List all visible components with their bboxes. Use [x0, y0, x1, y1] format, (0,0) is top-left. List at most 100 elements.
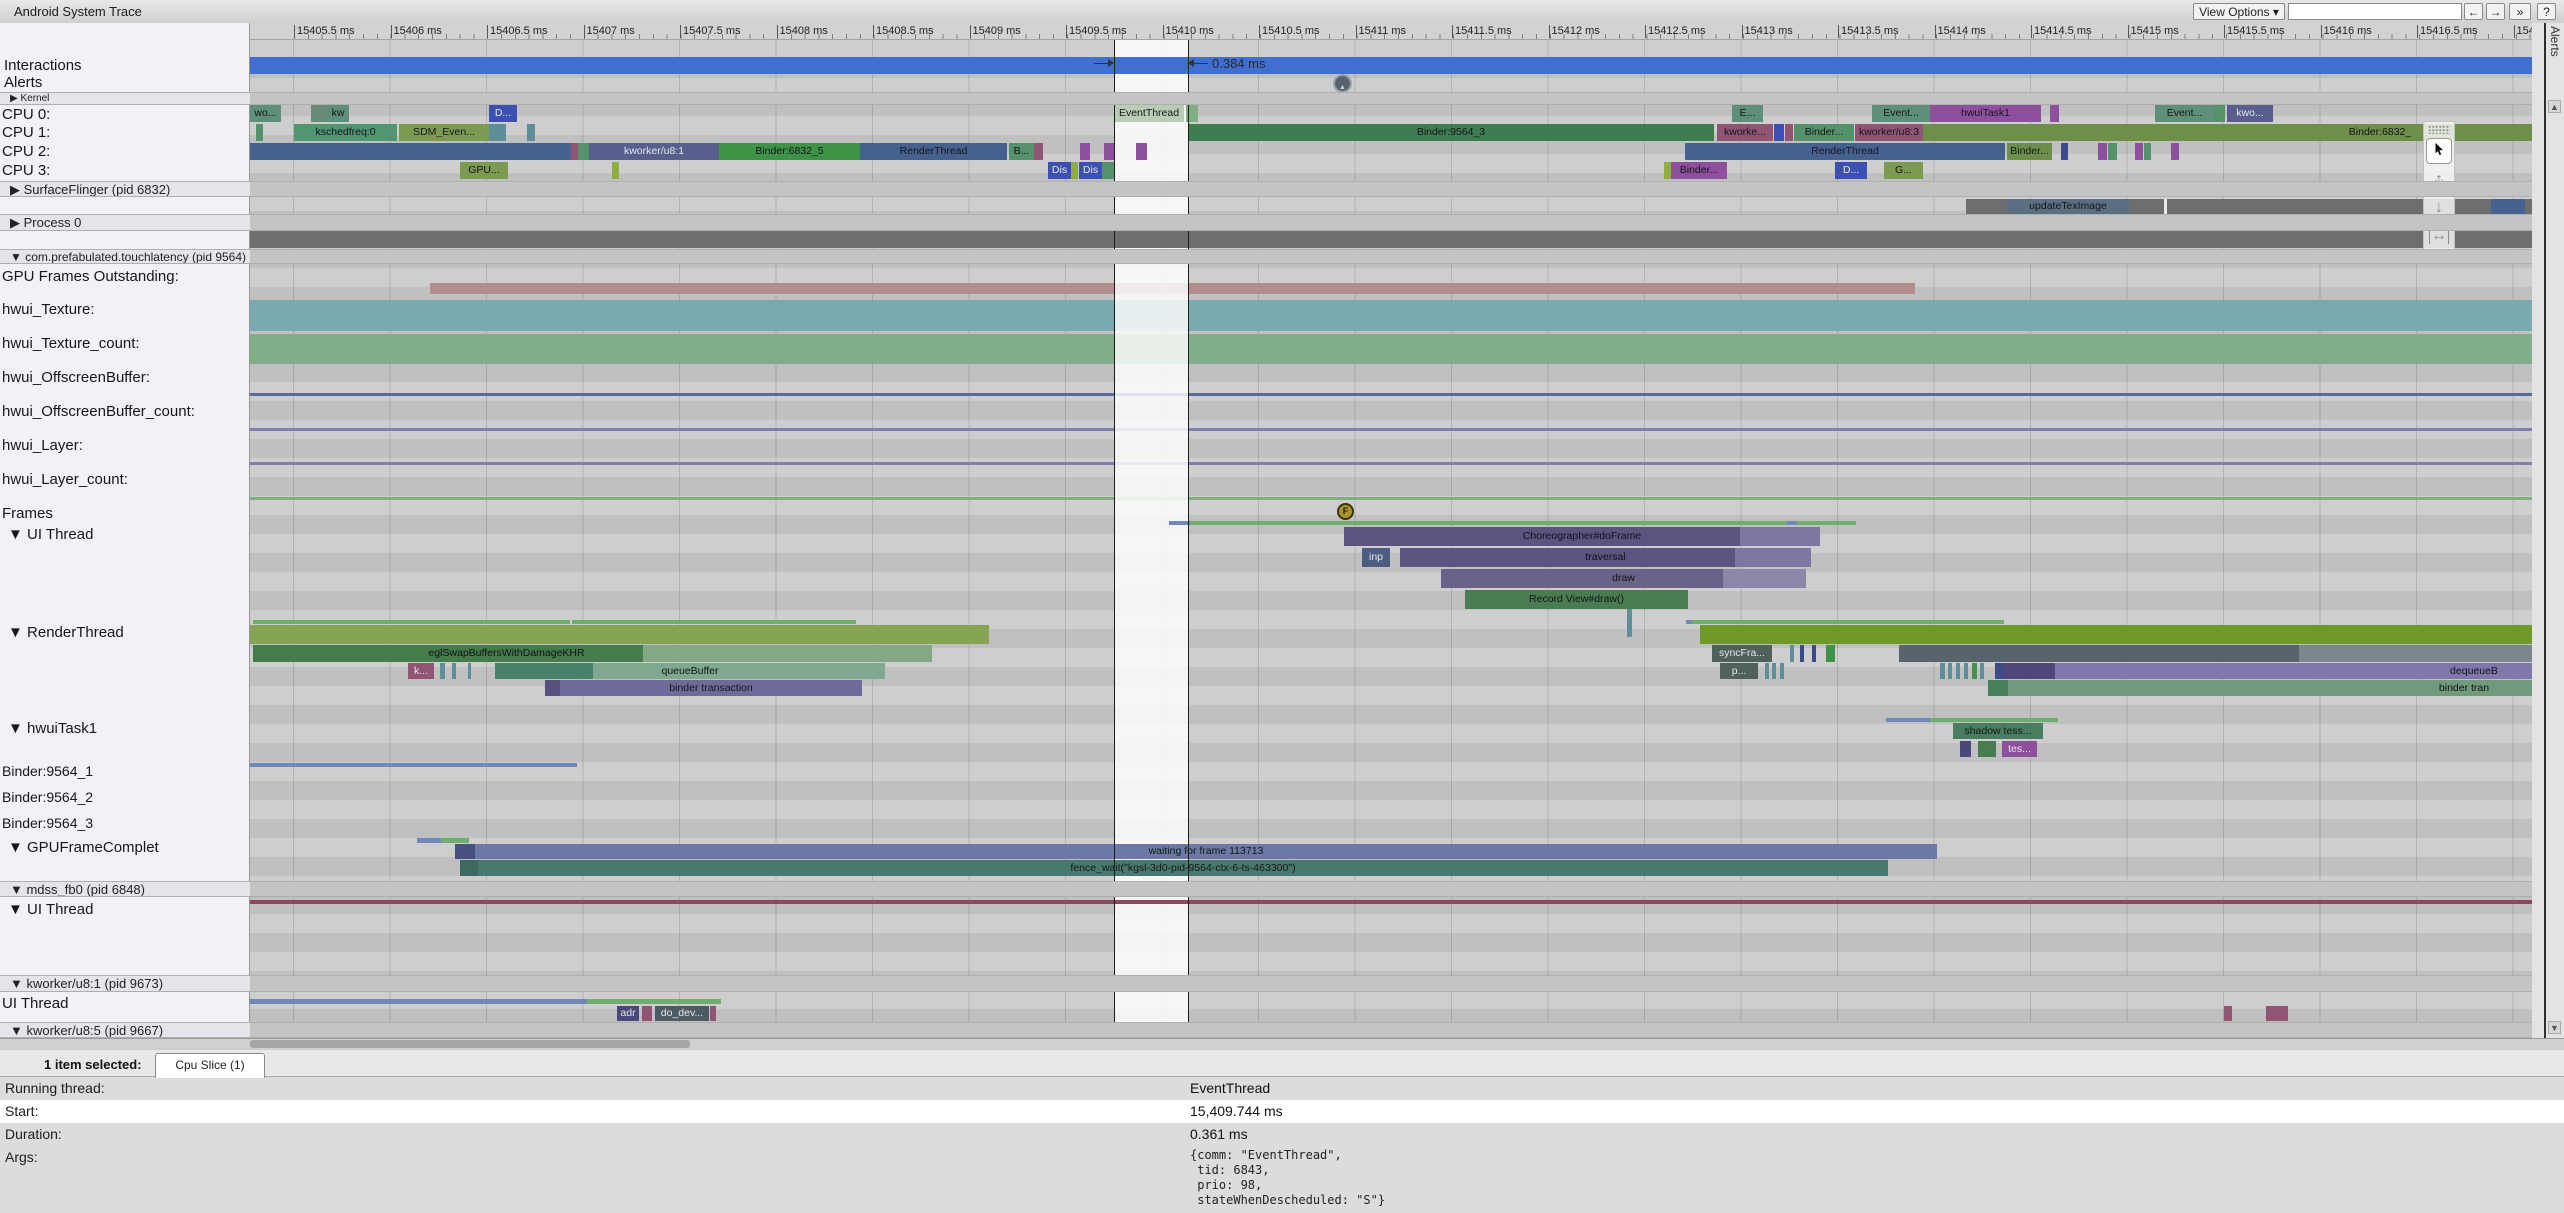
trace-slice[interactable] [2055, 663, 2532, 679]
trace-slice[interactable]: hwuiTask1 [1930, 105, 2041, 122]
trace-slice[interactable] [452, 663, 456, 679]
nav-forward-button[interactable]: → [2486, 3, 2505, 20]
trace-slice[interactable] [1899, 645, 2299, 662]
trace-slice[interactable]: RenderThread [1685, 143, 2005, 160]
timeline-ruler[interactable]: 15405.5 ms 15406 ms 15406.5 ms 15407 ms 1540… [250, 23, 2532, 40]
section-header[interactable]: ▶ Kernel [0, 92, 2532, 105]
trace-slice[interactable]: Event... [2155, 105, 2214, 122]
trace-slice[interactable]: kworke... [1717, 124, 1773, 141]
trace-slice[interactable]: kschedfreq:0 [294, 124, 397, 141]
trace-slice[interactable]: Record View#draw() [1465, 590, 1688, 609]
trace-slice[interactable]: Binder... [2007, 143, 2052, 160]
selection-line-left[interactable] [1114, 40, 1115, 1038]
trace-slice[interactable] [1780, 663, 1784, 679]
timeline-tracks[interactable]: 0.384 ms ▲ F ↔ ↕ ↓ ↔ wo... kw D... EventThr… [250, 40, 2532, 1038]
tab-cpu-slice[interactable]: Cpu Slice (1) [155, 1053, 265, 1078]
trace-slice[interactable] [489, 124, 506, 141]
trace-slice[interactable] [1765, 663, 1769, 679]
trace-slice[interactable] [1344, 527, 1740, 546]
trace-slice[interactable]: Dis [1079, 162, 1102, 179]
horizontal-scrollbar-thumb[interactable] [250, 1040, 690, 1048]
timing-tool-button[interactable]: ↔ [2427, 224, 2451, 248]
trace-slice[interactable] [593, 663, 885, 679]
trace-slice[interactable] [253, 645, 643, 662]
trace-slice[interactable] [571, 143, 578, 160]
trace-slice[interactable] [2224, 1006, 2232, 1021]
select-tool-button[interactable] [2426, 138, 2452, 164]
trace-slice[interactable]: tes... [2002, 741, 2037, 757]
section-header[interactable]: ▶ SurfaceFlinger (pid 6832) [0, 181, 2532, 197]
search-input[interactable] [2288, 3, 2462, 20]
trace-slice[interactable]: GPU... [460, 162, 508, 179]
trace-slice[interactable] [642, 1006, 652, 1021]
trace-slice[interactable]: fence_wait("kgsl-3d0-pid-9564-ctx-6-ts-4… [478, 860, 1888, 876]
section-header[interactable]: ▶ Process 0 [0, 214, 2532, 231]
trace-slice[interactable] [1104, 143, 1114, 160]
trace-slice[interactable] [1441, 569, 1723, 588]
trace-slice[interactable]: Binder:6832_5 [719, 143, 860, 160]
trace-slice[interactable] [1980, 663, 1984, 679]
trace-slice[interactable]: D... [489, 105, 517, 122]
trace-slice[interactable]: kworker/u8:1 [589, 143, 719, 160]
trace-slice[interactable]: SDM_Even... [399, 124, 489, 141]
trace-slice[interactable] [1948, 663, 1952, 679]
trace-slice[interactable]: kw [327, 105, 349, 122]
trace-slice[interactable] [527, 124, 535, 141]
trace-slice[interactable] [1964, 663, 1968, 679]
trace-slice[interactable]: RenderThread [860, 143, 1007, 160]
alert-marker-icon[interactable]: ▲ [1333, 74, 1352, 93]
trace-slice[interactable] [1071, 162, 1078, 179]
trace-slice[interactable]: E... [1732, 105, 1763, 122]
section-header[interactable]: ▼ kworker/u8:5 (pid 9667) [0, 1022, 2532, 1038]
trace-slice[interactable] [455, 844, 475, 859]
trace-slice[interactable] [2008, 680, 2532, 696]
view-options-button[interactable]: View Options ▾ [2193, 3, 2285, 20]
track-group-toggle[interactable]: ▼ hwuiTask1 [8, 720, 98, 737]
trace-slice[interactable]: k... [408, 663, 434, 679]
trace-slice[interactable] [1812, 645, 1816, 662]
trace-slice[interactable] [2108, 143, 2117, 160]
trace-slice[interactable]: adr [617, 1006, 639, 1021]
trace-slice[interactable] [250, 625, 989, 644]
zoom-tool-button[interactable]: ↓ [2427, 196, 2451, 220]
trace-slice[interactable]: kwo... [2227, 105, 2273, 122]
section-header[interactable]: ▼ kworker/u8:1 (pid 9673) [0, 975, 2532, 992]
trace-slice[interactable] [643, 645, 932, 662]
trace-slice[interactable] [1923, 124, 2532, 141]
trace-slice[interactable] [440, 663, 445, 679]
trace-slice[interactable]: Binder... [1671, 162, 1727, 179]
trace-slice[interactable] [1940, 663, 1945, 679]
section-header[interactable]: ▼ mdss_fb0 (pid 6848) [0, 881, 2532, 897]
trace-slice[interactable] [1800, 645, 1804, 662]
trace-slice[interactable]: Event... [1872, 105, 1930, 122]
trace-slice[interactable] [1400, 548, 1735, 567]
trace-slice[interactable]: kworker/u8:3 [1855, 124, 1923, 141]
trace-slice[interactable] [1186, 105, 1198, 122]
trace-slice[interactable] [1102, 162, 1114, 179]
trace-slice[interactable] [1700, 625, 2532, 644]
frame-marker-icon[interactable]: F [1337, 503, 1354, 520]
trace-slice[interactable]: wo... [250, 105, 281, 122]
trace-slice[interactable]: inp [1362, 548, 1390, 567]
trace-slice[interactable] [1774, 124, 1784, 141]
trace-slice[interactable]: do_dev... [655, 1006, 709, 1021]
trace-slice[interactable] [1080, 143, 1090, 160]
scroll-up-icon[interactable]: ▲ [2548, 100, 2561, 113]
trace-slice[interactable] [1960, 741, 1971, 757]
trace-slice[interactable] [311, 105, 327, 122]
palette-drag-handle[interactable] [2428, 125, 2450, 134]
trace-slice[interactable] [495, 663, 593, 679]
trace-slice[interactable] [2491, 199, 2525, 214]
trace-slice[interactable]: Binder:9564_3 [1188, 124, 1714, 141]
trace-slice[interactable] [1723, 569, 1806, 588]
selection-line-right[interactable] [1188, 40, 1189, 1038]
trace-slice[interactable] [545, 680, 560, 696]
trace-slice[interactable] [2144, 143, 2151, 160]
trace-slice[interactable] [2214, 105, 2225, 122]
trace-slice[interactable] [1740, 527, 1820, 546]
trace-slice[interactable] [2164, 199, 2167, 214]
alerts-side-tab[interactable]: Alerts [2548, 26, 2562, 57]
trace-slice[interactable] [1664, 162, 1671, 179]
trace-slice[interactable] [1790, 645, 1794, 662]
trace-slice[interactable] [1988, 680, 2008, 696]
